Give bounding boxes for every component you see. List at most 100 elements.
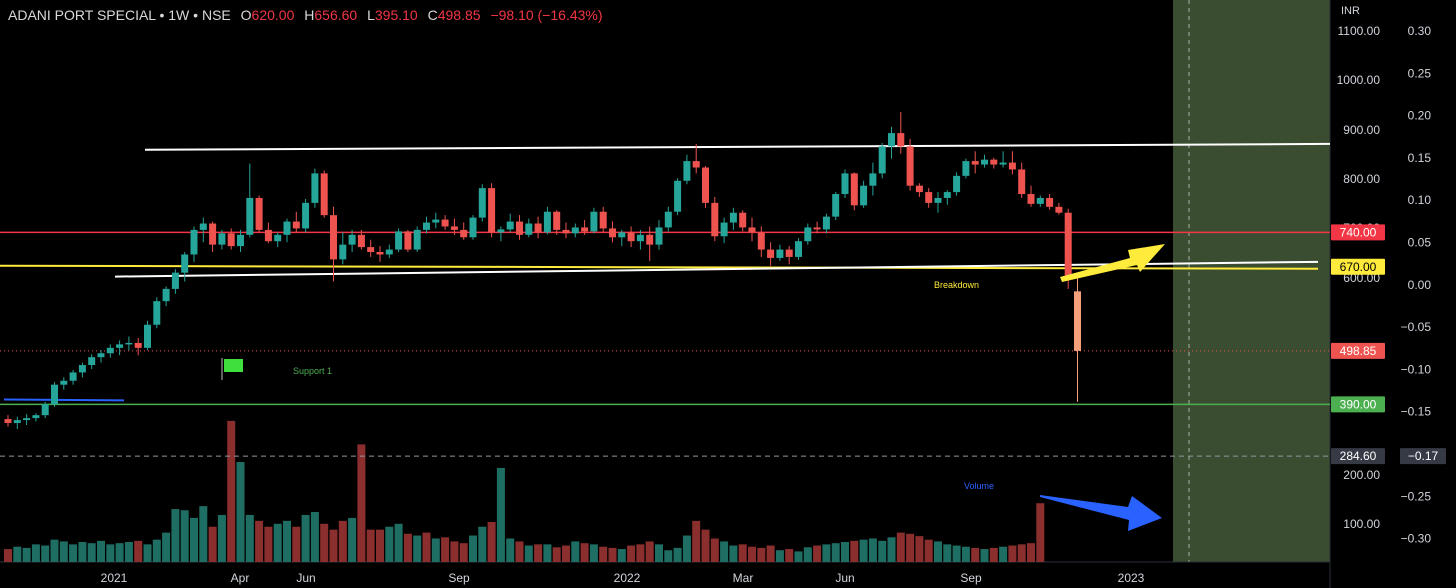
candle-body xyxy=(153,301,161,325)
candle-body xyxy=(227,233,235,247)
secondary-tick-label: 0.00 xyxy=(1408,278,1432,292)
volume-bar xyxy=(617,549,626,562)
high-label: H xyxy=(304,7,315,23)
volume-bar xyxy=(180,510,189,562)
volume-bar xyxy=(329,529,338,562)
x-tick-label: Mar xyxy=(733,571,754,585)
candle-body xyxy=(795,241,802,257)
price-tick-label: 100.00 xyxy=(1343,517,1380,531)
volume-bar xyxy=(934,541,942,562)
volume-bar xyxy=(190,517,198,562)
price-badge-label: 284.60 xyxy=(1340,449,1377,463)
price-tick-label: 800.00 xyxy=(1343,172,1380,186)
price-badge-label: 498.85 xyxy=(1340,344,1377,358)
volume-bar xyxy=(524,545,533,562)
volume-bar xyxy=(562,545,570,562)
candle-body xyxy=(413,229,421,250)
volume-bar xyxy=(794,551,803,562)
candle-body xyxy=(181,254,189,273)
volume-bar xyxy=(264,526,273,562)
close-value: 498.85 xyxy=(437,7,481,23)
candle-body xyxy=(785,249,793,257)
candle-body xyxy=(423,222,430,230)
candle-body xyxy=(246,197,254,235)
candle-body xyxy=(283,221,291,235)
candle-body xyxy=(599,211,607,229)
candle-body xyxy=(711,202,719,237)
candle-body xyxy=(441,219,449,227)
candle-body xyxy=(516,221,523,235)
volume-bar xyxy=(915,536,924,562)
candle-body xyxy=(804,227,812,242)
price-badge xyxy=(1331,342,1385,359)
candle-body xyxy=(469,217,477,238)
volume-bar xyxy=(292,526,301,562)
currency-label: INR xyxy=(1341,5,1360,17)
volume-bar xyxy=(608,547,617,562)
volume-bar xyxy=(50,539,59,562)
volume-bar xyxy=(738,544,747,562)
candle-body xyxy=(590,211,598,232)
candle-body xyxy=(162,288,170,302)
x-tick-label: 2021 xyxy=(101,571,128,585)
blue-arrow-icon xyxy=(1040,495,1162,531)
volume-bar xyxy=(682,535,691,562)
volume-bar xyxy=(868,538,877,562)
candle-body xyxy=(1064,212,1072,280)
volume-bar xyxy=(813,545,822,562)
price-tick-label: 1000.00 xyxy=(1337,73,1381,87)
volume-bar xyxy=(552,547,561,562)
candle-body xyxy=(562,229,570,234)
change-value: −98.10 (−16.43%) xyxy=(490,7,603,23)
volume-bar xyxy=(673,547,682,562)
candle-body xyxy=(450,226,458,230)
x-tick-label: 2023 xyxy=(1118,571,1145,585)
blue-support-line xyxy=(3,398,125,402)
volume-bar xyxy=(78,542,87,562)
chart-header: ADANI PORT SPECIAL • 1W • NSE O620.00 H6… xyxy=(8,7,603,23)
volume-bar xyxy=(403,533,412,562)
volume-bar xyxy=(896,532,905,562)
volume-bar xyxy=(627,545,636,562)
candle-body xyxy=(1027,194,1035,204)
volume-bar xyxy=(785,549,794,562)
volume-bar xyxy=(450,541,459,562)
volume-bar xyxy=(301,514,310,562)
volume-bar xyxy=(385,526,394,562)
candle-body xyxy=(106,347,114,354)
volume-bar xyxy=(952,545,961,562)
candle-body xyxy=(813,227,821,230)
volume-bar xyxy=(506,538,515,562)
price-tick-label: 900.00 xyxy=(1343,123,1380,137)
volume-bar xyxy=(171,509,180,562)
volume-bar xyxy=(999,546,1008,562)
volume-bar xyxy=(961,546,970,562)
candle-body xyxy=(385,249,393,255)
support-1-label: Support 1 xyxy=(293,366,332,376)
price-tick-label: 1100.00 xyxy=(1338,24,1381,38)
candle-body xyxy=(218,233,226,245)
volume-bar xyxy=(31,544,40,562)
volume-bar xyxy=(664,550,673,562)
candle-body xyxy=(264,229,272,242)
secondary-tick-label: 0.30 xyxy=(1408,24,1432,38)
volume-bar xyxy=(850,540,859,562)
interval[interactable]: 1W xyxy=(168,7,190,23)
open-label: O xyxy=(240,7,252,23)
volume-bar xyxy=(431,538,440,562)
candle-body xyxy=(739,212,747,228)
volume-bar xyxy=(143,544,152,562)
candle-body xyxy=(915,185,923,193)
candle-body xyxy=(897,133,905,147)
candle-body xyxy=(292,221,300,229)
volume-bar xyxy=(338,520,347,562)
candle-body xyxy=(478,188,486,218)
symbol-name[interactable]: ADANI PORT SPECIAL xyxy=(8,7,156,23)
candle-body xyxy=(534,223,542,233)
volume-bar xyxy=(1017,544,1026,562)
volume-bar xyxy=(115,543,124,562)
price-tick-label: 200.00 xyxy=(1343,468,1380,482)
candle-body xyxy=(925,192,933,203)
volume-bar xyxy=(487,522,496,562)
